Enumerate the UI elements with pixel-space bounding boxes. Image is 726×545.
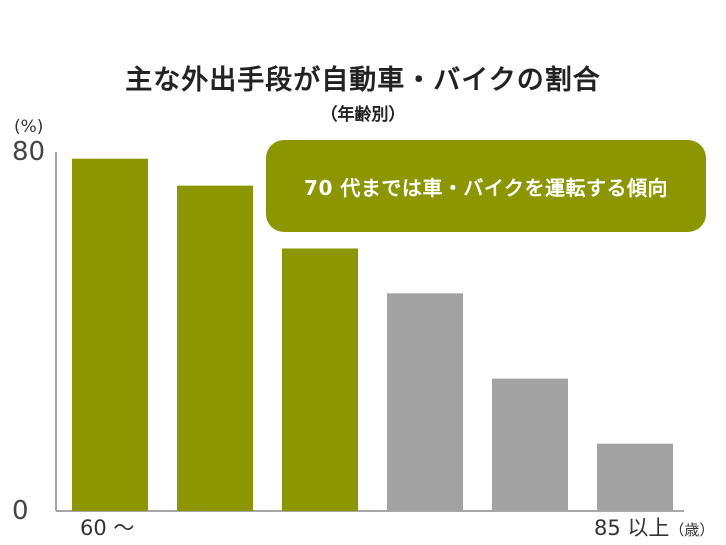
y-tick-label-0: 0 [12,496,29,526]
x-last-label-text: 85 以上 [594,516,670,540]
bar-4 [387,293,463,511]
y-tick-label-80: 80 [12,137,46,167]
bar-1 [72,158,148,511]
y-axis-unit-label: (%) [14,117,44,137]
chart-subtitle: （年齢別） [320,105,406,125]
chart-title: 主な外出手段が自動車・バイクの割合 [125,65,601,96]
x-first-label-text: 60 ～ [80,516,135,540]
bar-2 [177,185,253,511]
annotation-text: 70 代までは車・バイクを運転する傾向 [304,175,668,200]
x-tick-label-first: 60 ～ [80,512,134,542]
bar-3 [282,248,358,511]
bar-6 [597,443,673,511]
x-tick-label-last: 85 以上（歳） [594,512,714,542]
x-axis-unit-label: （歳） [669,521,715,539]
bar-5 [492,378,568,511]
annotation-callout: 70 代までは車・バイクを運転する傾向 [266,140,706,232]
